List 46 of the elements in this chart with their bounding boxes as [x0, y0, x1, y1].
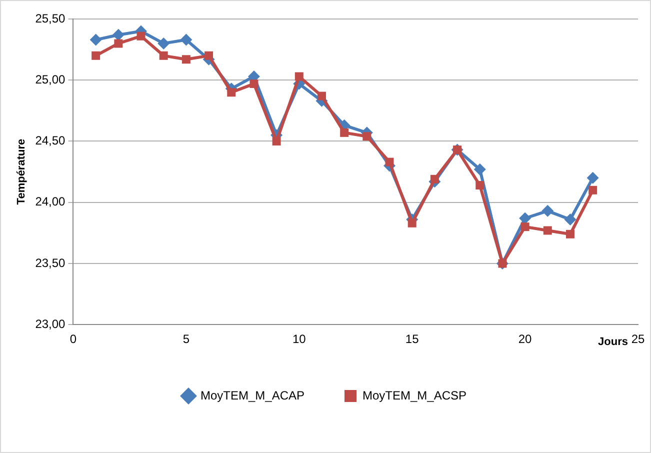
point [272, 137, 281, 146]
point [476, 181, 484, 190]
point [340, 128, 349, 137]
y-tick-label: 24,50 [35, 134, 66, 148]
point [204, 51, 214, 60]
point [566, 230, 574, 238]
x-tick-label: 20 [518, 332, 532, 346]
point [136, 32, 146, 40]
point [430, 174, 439, 184]
x-tick-label: 0 [70, 332, 77, 346]
point [159, 51, 168, 60]
y-tick-label: 25,00 [35, 72, 66, 86]
point [92, 51, 100, 60]
point [114, 39, 123, 48]
point [543, 226, 552, 235]
point [586, 172, 599, 184]
point [250, 80, 258, 88]
y-axis-title: Température [16, 138, 28, 205]
y-tick-label: 23,50 [35, 256, 66, 270]
point [180, 34, 192, 46]
x-axis-title: Jours [598, 336, 628, 348]
point [385, 158, 394, 166]
point [182, 55, 190, 64]
x-tick-label: 25 [631, 332, 645, 346]
point [564, 213, 576, 226]
point [520, 222, 530, 232]
y-tick-label: 24,00 [35, 194, 66, 209]
y-tick-label: 23,00 [35, 316, 66, 331]
point [408, 218, 416, 228]
point [588, 186, 598, 194]
point [112, 28, 124, 41]
x-tick-label: 5 [182, 332, 190, 346]
point [542, 204, 554, 217]
x-tick-label: 10 [292, 332, 306, 346]
x-tick-label: 15 [405, 332, 420, 346]
point [519, 212, 532, 224]
legend-label: MoyTEM_M_ACSP [362, 388, 467, 402]
point [474, 163, 486, 176]
point [227, 88, 236, 97]
legend-label: MoyTEM_M_ACAP [200, 388, 305, 402]
point [294, 72, 304, 81]
y-tick-label: 25,50 [35, 11, 66, 26]
point [90, 34, 102, 46]
point [158, 37, 170, 50]
point [362, 132, 372, 141]
point [317, 92, 326, 100]
